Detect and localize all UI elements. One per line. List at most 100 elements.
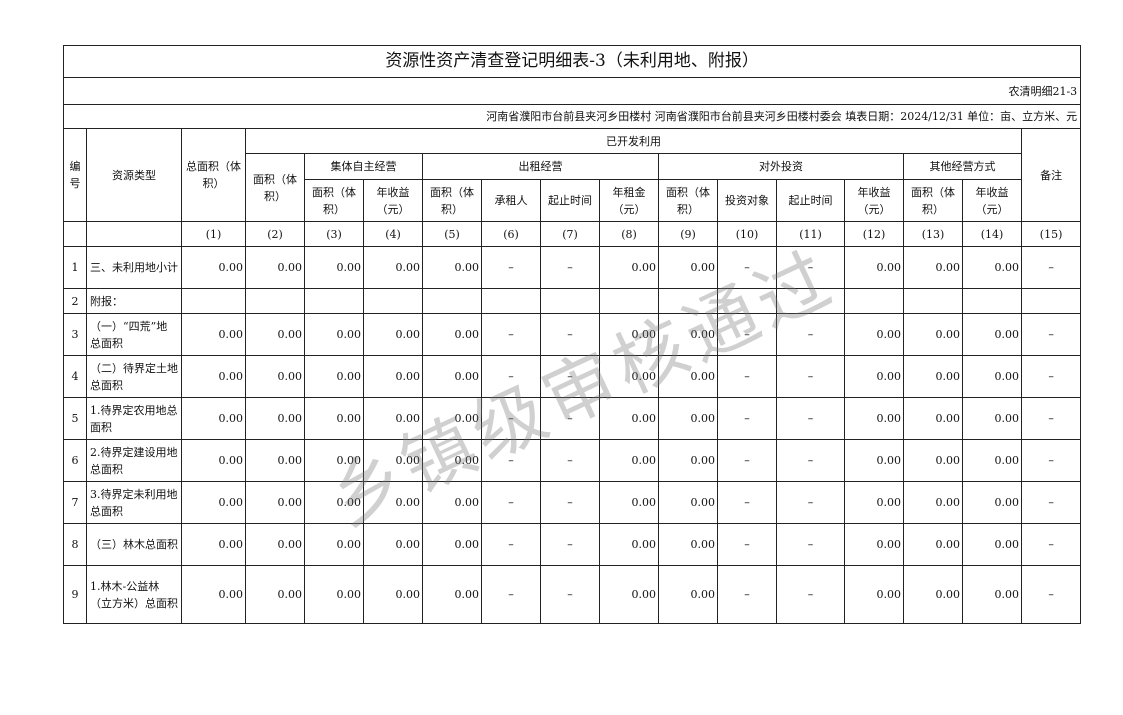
- row-value: 0.00: [658, 355, 718, 398]
- row-value: [962, 288, 1022, 314]
- row-value: 0.00: [844, 397, 904, 440]
- column-number: (9): [658, 221, 718, 247]
- row-value: 0.00: [422, 355, 482, 398]
- row-value: [844, 288, 904, 314]
- header-oth-area: 面积（体积）: [903, 179, 963, 222]
- row-value: 0.00: [304, 565, 364, 624]
- row-value: 0.00: [422, 313, 482, 356]
- row-no: 1: [63, 246, 87, 289]
- row-value: 0.00: [363, 355, 423, 398]
- header-area: 面积（体积）: [245, 153, 305, 222]
- row-value: 0.00: [245, 313, 305, 356]
- row-value: 0.00: [363, 481, 423, 524]
- row-value: 0.00: [181, 246, 246, 289]
- header-remark: 备注: [1020, 128, 1082, 222]
- header-inv-period: 起止时间: [776, 179, 845, 222]
- row-value: [599, 288, 659, 314]
- row-value: 0.00: [658, 565, 718, 624]
- row-value: [1020, 288, 1082, 314]
- row-value: 0.00: [903, 481, 963, 524]
- row-value: –: [776, 523, 845, 566]
- row-value: –: [481, 313, 541, 356]
- row-value: –: [481, 397, 541, 440]
- form-code: 农清明细21-3: [62, 77, 1082, 105]
- row-value: 0.00: [245, 565, 305, 624]
- row-value: [717, 288, 777, 314]
- row-value: 0.00: [363, 439, 423, 482]
- column-number: (12): [844, 221, 904, 247]
- row-value: 0.00: [903, 313, 963, 356]
- row-value: –: [1020, 397, 1082, 440]
- row-value: [422, 288, 482, 314]
- row-value: 0.00: [181, 439, 246, 482]
- row-value: 0.00: [422, 397, 482, 440]
- column-number: (13): [903, 221, 963, 247]
- row-value: –: [717, 246, 777, 289]
- row-value: 0.00: [658, 313, 718, 356]
- table-row: 5 1.待界定农用地总面积 0.00 0.00 0.00 0.00 0.00– –0.00 0.…: [63, 397, 1082, 440]
- row-value: 0.00: [363, 565, 423, 624]
- row-value: 0.00: [844, 481, 904, 524]
- column-number: (1): [181, 221, 246, 247]
- row-value: –: [717, 355, 777, 398]
- row-value: 0.00: [903, 523, 963, 566]
- row-type: 三、未利用地小计: [86, 246, 182, 289]
- column-number: (10): [717, 221, 777, 247]
- row-value: –: [717, 439, 777, 482]
- row-value: 0.00: [363, 313, 423, 356]
- row-value: 0.00: [962, 439, 1022, 482]
- column-number: [86, 221, 182, 247]
- row-no: 8: [63, 523, 87, 566]
- column-number: (11): [776, 221, 845, 247]
- row-value: –: [717, 565, 777, 624]
- column-number: (8): [599, 221, 659, 247]
- row-value: 0.00: [304, 481, 364, 524]
- header-inv-target: 投资对象: [717, 179, 777, 222]
- row-value: –: [1020, 355, 1082, 398]
- row-value: –: [540, 523, 600, 566]
- row-value: [481, 288, 541, 314]
- header-invest: 对外投资: [658, 153, 904, 180]
- row-type: 2.待界定建设用地总面积: [86, 439, 182, 482]
- row-value: –: [776, 313, 845, 356]
- header-self-area: 面积（体积）: [304, 179, 364, 222]
- row-value: 0.00: [599, 355, 659, 398]
- header-lessee: 承租人: [481, 179, 541, 222]
- row-no: 3: [63, 313, 87, 356]
- row-value: 0.00: [844, 439, 904, 482]
- table-row: 6 2.待界定建设用地总面积 0.00 0.00 0.00 0.00 0.00– –0.00 0…: [63, 439, 1082, 482]
- row-value: 0.00: [844, 313, 904, 356]
- row-value: –: [540, 439, 600, 482]
- row-value: 0.00: [422, 523, 482, 566]
- column-number: (7): [540, 221, 600, 247]
- header-oth-income: 年收益（元）: [962, 179, 1022, 222]
- row-value: –: [776, 481, 845, 524]
- row-value: –: [481, 565, 541, 624]
- header-lease-period: 起止时间: [540, 179, 600, 222]
- row-value: 0.00: [962, 313, 1022, 356]
- row-type: （一）“四荒”地总面积: [86, 313, 182, 356]
- row-value: [658, 288, 718, 314]
- column-number: (15): [1020, 221, 1082, 247]
- row-value: 0.00: [304, 439, 364, 482]
- row-value: 0.00: [245, 355, 305, 398]
- row-value: –: [776, 246, 845, 289]
- row-value: 0.00: [962, 565, 1022, 624]
- header-type: 资源类型: [86, 128, 182, 222]
- row-type: 3.待界定未利用地总面积: [86, 481, 182, 524]
- row-value: 0.00: [599, 481, 659, 524]
- table-row: 9 1.林木-公益林（立方米）总面积 0.00 0.00 0.00 0.00 0.00– –0…: [63, 565, 1082, 624]
- row-value: 0.00: [844, 246, 904, 289]
- row-value: –: [540, 481, 600, 524]
- row-value: –: [481, 246, 541, 289]
- row-value: [245, 288, 305, 314]
- row-value: 0.00: [181, 355, 246, 398]
- row-value: 0.00: [304, 355, 364, 398]
- table-row: 2 附报：: [63, 288, 1082, 314]
- column-number: (3): [304, 221, 364, 247]
- row-value: 0.00: [658, 246, 718, 289]
- row-value: 0.00: [962, 481, 1022, 524]
- row-value: –: [1020, 523, 1082, 566]
- column-number: (14): [962, 221, 1022, 247]
- column-number: (4): [363, 221, 423, 247]
